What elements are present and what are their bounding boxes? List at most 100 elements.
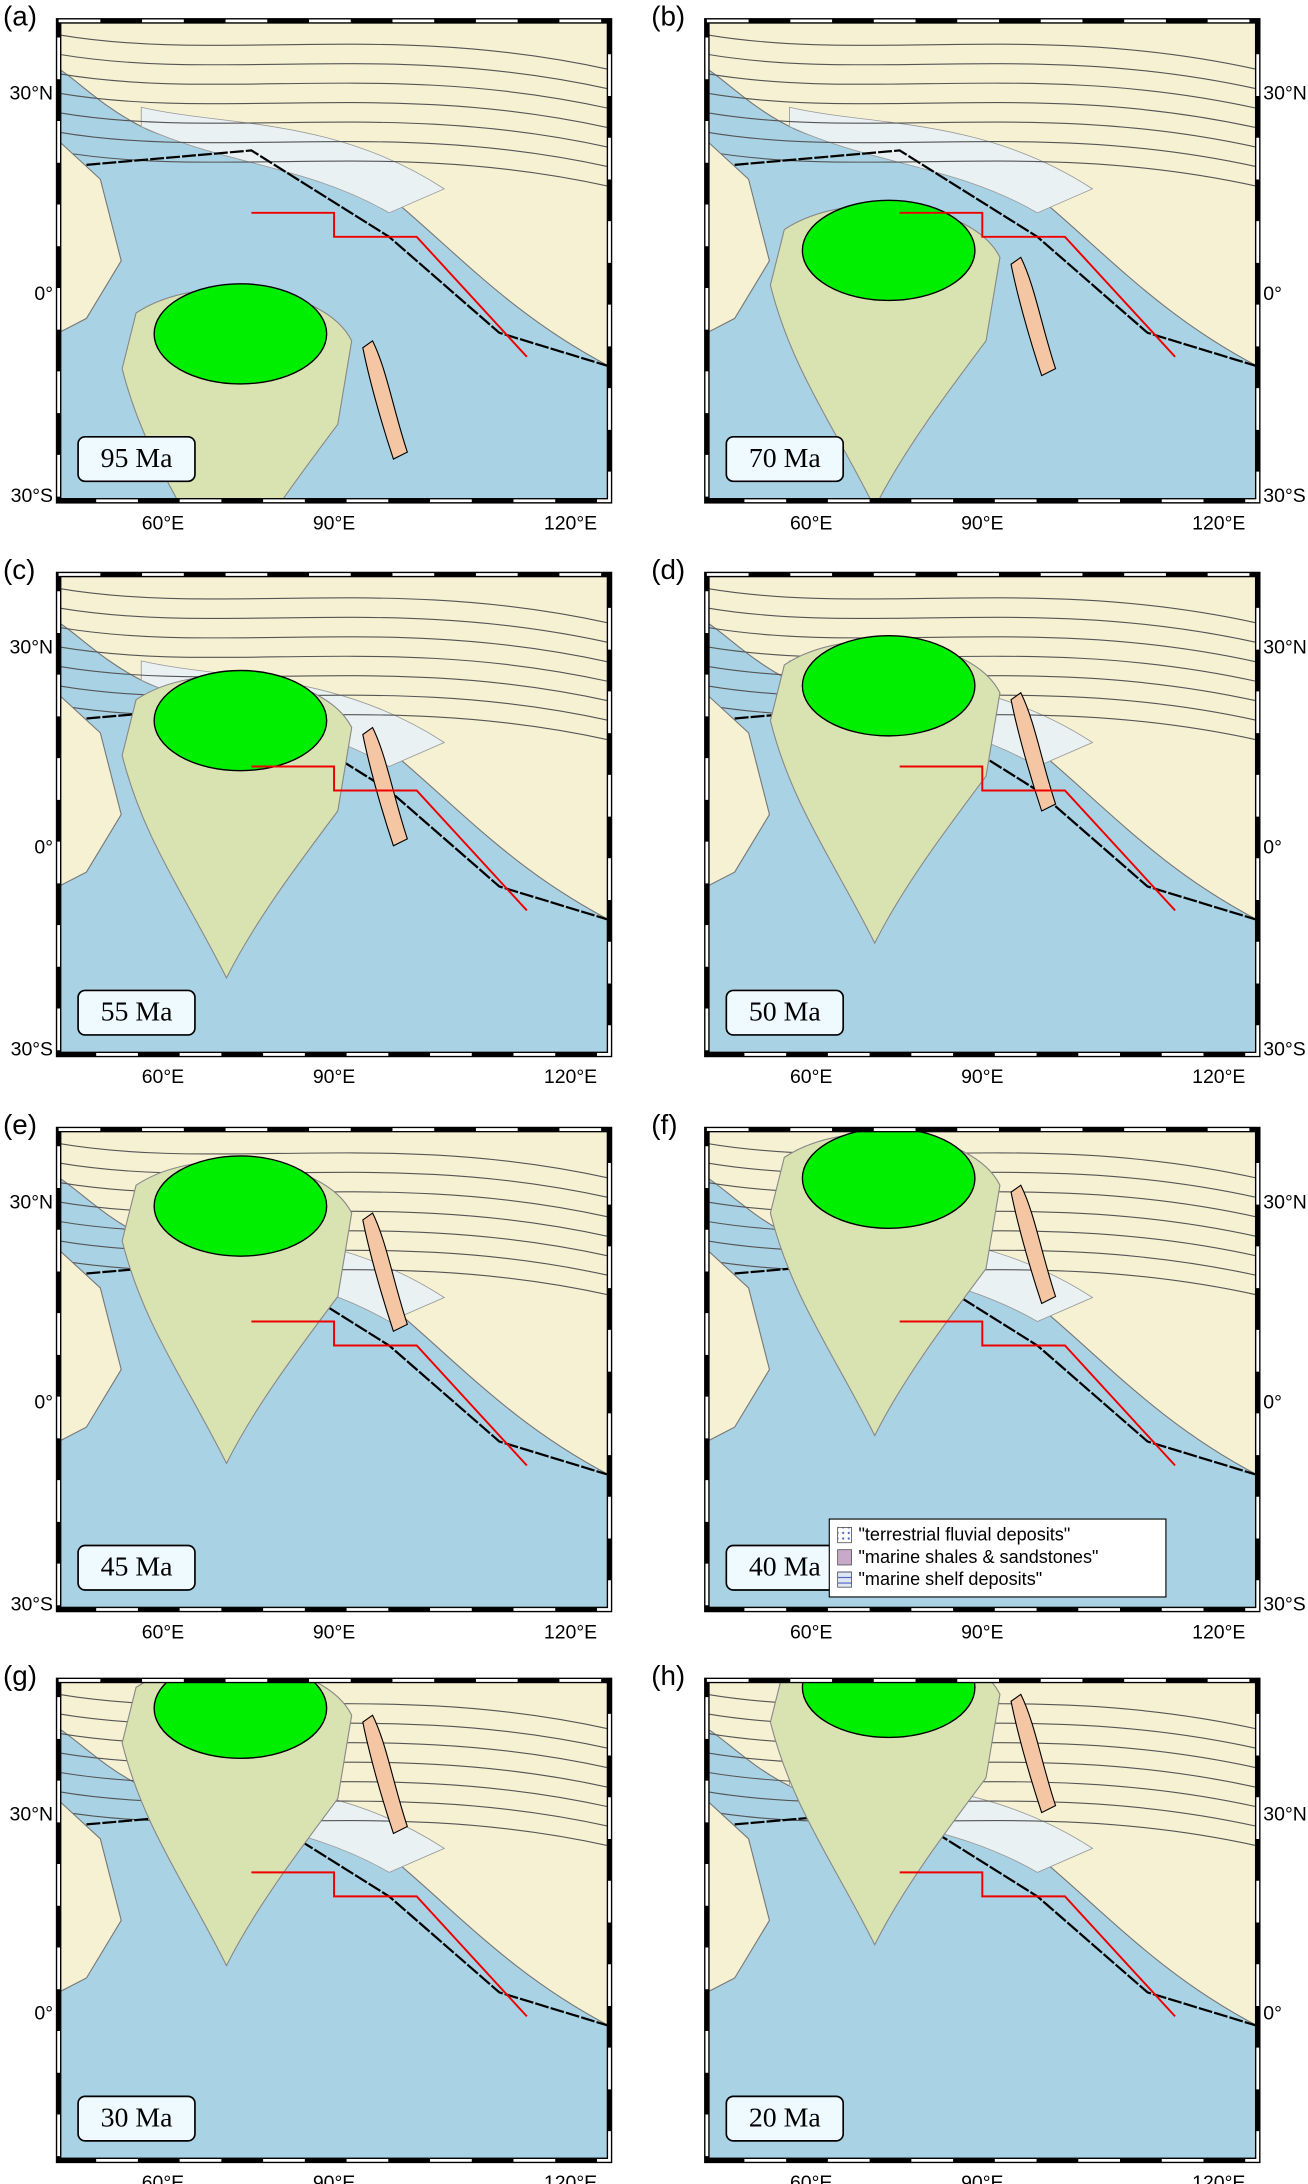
age-label: 20 Ma	[749, 2102, 821, 2133]
ridge	[899, 1320, 1176, 1467]
terrane-boundary	[706, 92, 1258, 129]
ridge	[251, 1320, 528, 1467]
age-label: 30 Ma	[101, 2102, 173, 2133]
map-panel: (a) 95 Ma 60°E 90°E 120°E 30°N 0° 30°S	[3, 0, 613, 535]
frame-ticks	[705, 1679, 1260, 2162]
map-panel: (f) 40 Ma 60°E 90°E 120°E 30°N 0° 30°S "terrestr…	[651, 1109, 1307, 1643]
legend-label: "marine shales & sandstones"	[858, 1547, 1098, 1567]
burma-terrane	[362, 1714, 409, 1835]
lon-label: 90°E	[313, 1066, 355, 1088]
lat-label: 30°S	[11, 485, 53, 507]
map-panel: (c) 55 Ma 60°E 90°E 120°E 30°N 0° 30°S	[3, 554, 613, 1088]
lat-label: 0°	[34, 1392, 53, 1414]
panel-label: (h)	[651, 1660, 685, 1691]
terrane-boundary	[706, 587, 1258, 624]
age-label: 45 Ma	[101, 1552, 173, 1583]
lat-label: 0°	[1263, 837, 1282, 859]
lat-label: 0°	[34, 283, 53, 305]
arabia	[706, 1799, 771, 1994]
legend-label: "terrestrial fluvial deposits"	[858, 1525, 1070, 1545]
arabia	[706, 140, 771, 334]
age-box	[77, 435, 196, 483]
greater-india	[153, 669, 328, 772]
terrane-boundary	[706, 73, 1258, 110]
terrane-boundary	[58, 53, 610, 90]
terrane-boundary	[58, 1142, 610, 1179]
age-box	[725, 2095, 845, 2142]
lon-label: 60°E	[790, 2172, 832, 2184]
lon-label: 120°E	[1192, 2172, 1245, 2184]
map-panel: (b) 70 Ma 60°E 90°E 120°E 30°N 0° 30°S	[651, 0, 1307, 534]
age-box	[77, 989, 196, 1036]
ridge	[251, 765, 528, 912]
arabia	[706, 693, 771, 888]
lon-label: 120°E	[544, 1066, 597, 1088]
panel-label: (g)	[3, 1660, 37, 1691]
lat-label: 0°	[1263, 1392, 1282, 1414]
india	[121, 1680, 353, 1967]
terrane-boundary	[58, 626, 610, 663]
map-body	[58, 20, 610, 501]
map-panel: (g) 30 Ma 60°E 90°E 120°E 30°N 0°	[3, 1660, 613, 2184]
lon-label: 120°E	[544, 1621, 597, 1643]
terrane-boundary	[58, 151, 610, 187]
legend-label: "marine shelf deposits"	[858, 1569, 1042, 1589]
terrane-boundary	[706, 53, 1258, 90]
lon-label: 120°E	[1192, 1621, 1245, 1643]
terrane-boundary	[706, 131, 1258, 168]
map-panel: (e) 45 Ma 60°E 90°E 120°E 30°N 0° 30°S	[3, 1109, 613, 1643]
lon-label: 60°E	[142, 1066, 184, 1088]
lon-label: 60°E	[142, 1621, 184, 1643]
lat-label: 30°S	[11, 1593, 53, 1615]
terrane-boundary	[706, 112, 1258, 148]
lon-label: 60°E	[790, 1621, 832, 1643]
lat-label: 30°S	[1263, 1593, 1305, 1615]
lon-label: 60°E	[790, 513, 832, 535]
lat-label: 0°	[1263, 2002, 1282, 2024]
lon-label: 90°E	[313, 513, 355, 535]
panel-label: (e)	[3, 1109, 37, 1140]
lat-label: 0°	[1263, 283, 1282, 305]
ridge	[899, 1871, 1176, 2018]
map-body	[58, 1680, 610, 2161]
frame-ticks	[705, 573, 1260, 1056]
greater-india	[801, 1680, 976, 1739]
burma-terrane	[1010, 1184, 1057, 1305]
arabia	[58, 140, 122, 334]
map-panel: (d) 50 Ma 60°E 90°E 120°E 30°N 0° 30°S	[651, 554, 1307, 1088]
arabia	[58, 693, 122, 888]
burma-terrane	[1010, 1693, 1057, 1814]
lat-label: 30°S	[1263, 1038, 1305, 1060]
age-label: 95 Ma	[101, 443, 173, 474]
ridge	[899, 211, 1176, 358]
panel-label: (b)	[651, 0, 685, 31]
map-body	[58, 1129, 610, 1610]
lon-label: 90°E	[961, 1621, 1003, 1643]
map-body	[706, 574, 1258, 1055]
lon-label: 90°E	[961, 513, 1003, 535]
legend-box	[828, 1518, 1167, 1598]
terrane-boundary	[58, 34, 610, 71]
lon-label: 120°E	[544, 513, 597, 535]
burma-terrane	[1010, 256, 1057, 377]
lat-label: 30°N	[10, 83, 54, 105]
lat-label: 30°N	[10, 1804, 54, 1826]
burma-terrane	[1010, 691, 1057, 812]
terrane-boundary	[706, 626, 1258, 663]
lat-label: 30°N	[10, 636, 54, 658]
lat-label: 30°S	[1263, 485, 1305, 507]
terrane-boundary	[706, 151, 1258, 187]
ridge	[251, 211, 528, 358]
lon-label: 60°E	[142, 2172, 184, 2184]
greater-india	[801, 199, 976, 302]
lon-label: 90°E	[313, 1621, 355, 1643]
arabia	[706, 1248, 771, 1443]
age-label: 50 Ma	[749, 996, 821, 1027]
shelf	[140, 106, 446, 214]
frame-ticks	[57, 1128, 611, 1611]
panel-label: (c)	[3, 554, 35, 585]
greater-india	[801, 1129, 976, 1230]
arabia	[58, 1799, 122, 1994]
lon-label: 60°E	[142, 513, 184, 535]
